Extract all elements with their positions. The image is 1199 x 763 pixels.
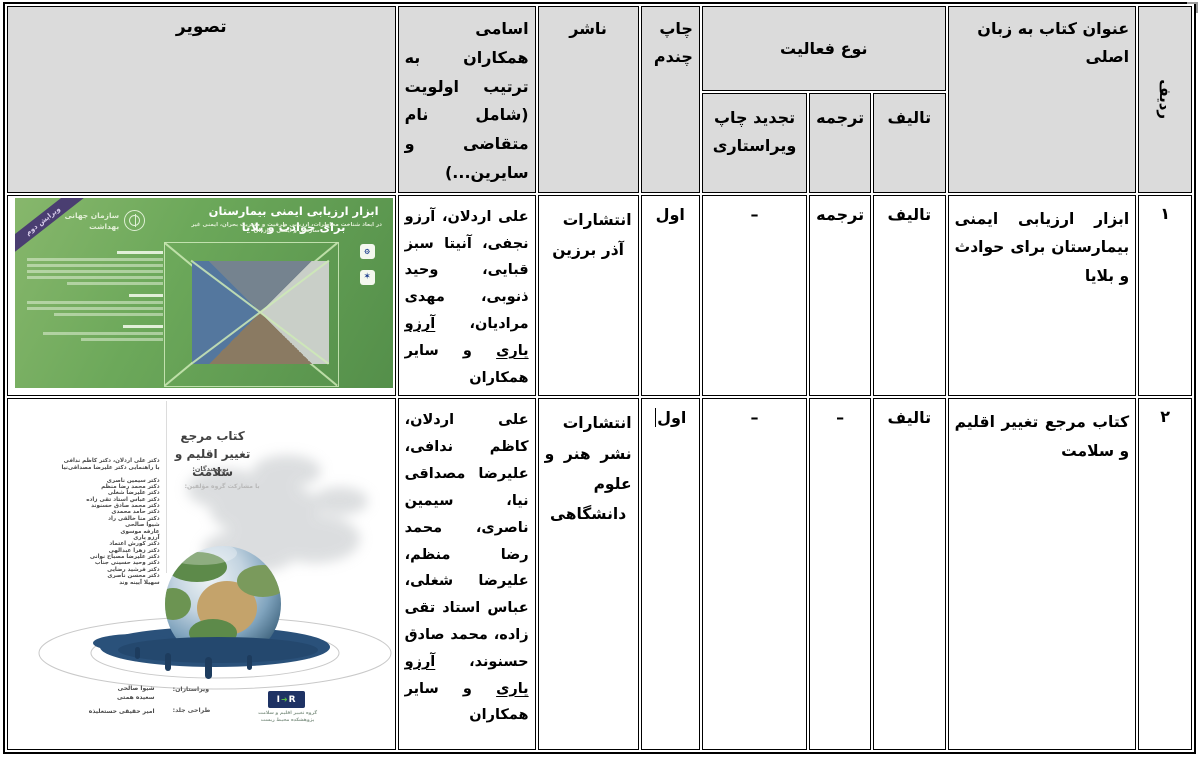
cover1-credits-lines	[26, 246, 163, 345]
melt-front	[117, 637, 318, 664]
names-text: علی اردلان، کاظم ندافی، علیرضا مصداقی نی…	[404, 412, 529, 670]
book-cover-climate-change[interactable]: کتاب مرجع تغییر اقلیم و سلامت نویسندگان:…	[14, 401, 393, 748]
table-handle-mark	[1187, 2, 1198, 13]
header-image[interactable]: تصویر	[7, 6, 396, 193]
header-row-number[interactable]: ردیف	[1138, 6, 1192, 193]
group-label: با مشارکت گروه مؤلفین:	[184, 483, 260, 491]
authors-label: نویسندگان:	[192, 465, 229, 474]
iran-ministry-emblem-icon: ۞	[359, 243, 375, 259]
publisher-logo: I ➜ R	[267, 691, 305, 709]
tarjome-cell[interactable]: –	[809, 398, 872, 751]
reprint-cell[interactable]: –	[701, 398, 808, 751]
header-row-number-label: ردیف	[1156, 79, 1175, 120]
who-org-label: سازمان جهانی بهداشت	[64, 210, 120, 232]
row-index[interactable]: ۲	[1138, 398, 1192, 751]
reprint-cell[interactable]: –	[701, 194, 808, 397]
tarjome-cell[interactable]: ترجمه	[809, 194, 872, 397]
book-title-cell[interactable]: کتاب مرجع تغییر اقلیم و سلامت	[947, 398, 1137, 751]
talif-cell[interactable]: تالیف	[873, 194, 946, 397]
cover1-subtitle: در ابعاد شناخت مخاطرات، ارزیابی ظرفیت و …	[191, 221, 382, 234]
cover2-fold-line	[165, 401, 167, 574]
who-logo: سازمان جهانی بهداشت	[64, 209, 146, 233]
designer-name: امیر حقیقی حستعلیذه	[88, 708, 155, 716]
row-index[interactable]: ۱	[1138, 194, 1192, 397]
talif-cell[interactable]: تالیف	[873, 398, 946, 751]
editors-names: شیوا صالحی سعیده همتی	[117, 685, 155, 701]
header-activity-talif[interactable]: تالیف	[873, 93, 946, 193]
table-row: ۱ ابزار ارزیابی ایمنی بیمارستان برای حوا…	[7, 194, 1192, 397]
text-cursor	[655, 408, 657, 428]
editors-label: ویراستاران:	[172, 686, 210, 694]
table-row: ۲ کتاب مرجع تغییر اقلیم و سلامت تالیف – …	[7, 398, 1192, 751]
design-label: طراحی جلد:	[172, 707, 211, 715]
smoke	[186, 455, 368, 574]
drips	[134, 647, 252, 680]
header-activity-group[interactable]: نوع فعالیت	[701, 6, 946, 92]
print-number-value: اول	[657, 408, 687, 428]
book-title-cell[interactable]: ابزار ارزیابی ایمنی بیمارستان برای حوادث…	[947, 194, 1137, 397]
publisher-logo-caption: گروه تغییر اقلیم و سلامت پژوهشکده محیط ز…	[258, 711, 318, 723]
publisher-cell[interactable]: انتشارات نشر هنر و علوم دانشگاهی	[537, 398, 639, 751]
book-cover-hospital-safety[interactable]: ویرایش دوم سازمان جهانی بهداشت ابزار ارز…	[14, 197, 393, 388]
logo-arrow-icon: ➜	[280, 695, 288, 705]
print-number-cell[interactable]: اول	[640, 194, 700, 397]
collaborators-cell[interactable]: علی اردلان، آرزو نجفی، آنیتا سبز قبایی، …	[397, 194, 536, 397]
who-emblem-icon	[124, 209, 146, 231]
ems-star-icon: ✶	[359, 269, 375, 285]
print-number-cell[interactable]: اول	[640, 398, 700, 751]
cover1-photo-collage	[190, 260, 330, 365]
books-table: ردیف عنوان کتاب به زبان اصلی نوع فعالیت …	[3, 2, 1196, 755]
book-image-cell[interactable]: ویرایش دوم سازمان جهانی بهداشت ابزار ارز…	[7, 194, 396, 397]
cover2-title: کتاب مرجع تغییر اقلیم و سلامت	[174, 429, 251, 480]
header-print-number[interactable]: چاپ چندم	[640, 6, 700, 193]
names-text: و سایر همکاران	[404, 342, 529, 386]
header-activity-tarjome[interactable]: ترجمه	[809, 93, 872, 193]
names-text: علی اردلان، آرزو نجفی، آنیتا سبز قبایی، …	[404, 208, 529, 333]
names-text: و سایر همکاران	[404, 680, 529, 724]
names-underlined: آرزو یاری	[404, 316, 529, 359]
melting-earth-artwork	[38, 455, 392, 690]
publisher-cell[interactable]: انتشارات آذر برزین	[537, 194, 639, 397]
book-image-cell[interactable]: کتاب مرجع تغییر اقلیم و سلامت نویسندگان:…	[7, 398, 396, 751]
header-book-title[interactable]: عنوان کتاب به زبان اصلی	[947, 6, 1137, 193]
header-activity-reprint[interactable]: تجدید چاپ ویراستاری	[701, 93, 808, 193]
collaborators-cell[interactable]: علی اردلان، کاظم ندافی، علیرضا مصداقی نی…	[397, 398, 536, 751]
cover1-outline-square	[163, 241, 339, 387]
names-underlined: آرزو یاری	[404, 653, 529, 697]
author-list: دکتر علی اردلان، دکتر کاظم ندافی با راهن…	[61, 458, 160, 586]
header-publisher[interactable]: ناشر	[537, 6, 639, 193]
header-collaborators[interactable]: اسامی همکاران به ترتیب اولویت (شامل نام …	[397, 6, 536, 193]
cover1-title: ابزار ارزیابی ایمنی بیمارستان برای حوادث…	[208, 203, 379, 234]
